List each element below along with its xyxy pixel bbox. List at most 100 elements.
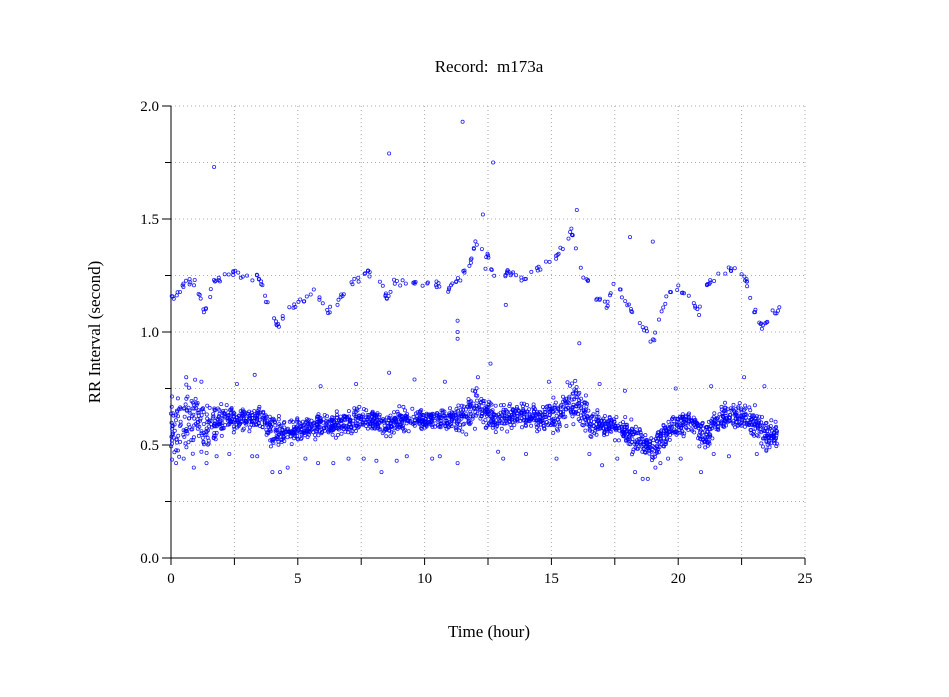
data-point xyxy=(184,382,189,387)
data-point xyxy=(588,434,593,439)
data-point xyxy=(252,372,257,377)
data-point xyxy=(474,413,479,418)
grid-lines xyxy=(171,105,806,558)
data-point xyxy=(313,437,318,442)
data-point xyxy=(254,273,259,278)
data-point xyxy=(601,418,606,423)
data-point xyxy=(464,414,469,419)
data-point xyxy=(220,416,225,421)
data-point xyxy=(637,321,642,326)
x-tick-label: 25 xyxy=(798,571,813,587)
data-point xyxy=(466,421,471,426)
data-point xyxy=(630,452,635,457)
data-point xyxy=(270,470,275,475)
data-point xyxy=(474,386,479,391)
data-point xyxy=(430,456,435,461)
data-point xyxy=(754,414,759,419)
data-point xyxy=(354,421,359,426)
data-point xyxy=(704,432,709,437)
data-point xyxy=(605,421,610,426)
data-point xyxy=(461,404,466,409)
data-point xyxy=(637,428,642,433)
data-point xyxy=(276,413,281,418)
data-point xyxy=(509,271,514,276)
data-point xyxy=(394,278,399,283)
data-point xyxy=(561,394,566,399)
data-point xyxy=(192,277,197,282)
data-point xyxy=(170,432,175,437)
data-point xyxy=(536,264,541,269)
data-point xyxy=(732,266,737,271)
data-point xyxy=(212,407,217,412)
data-point xyxy=(234,381,239,386)
data-point xyxy=(334,425,339,430)
data-point xyxy=(320,301,325,306)
data-point xyxy=(404,418,409,423)
data-point xyxy=(185,394,190,399)
data-point xyxy=(263,299,268,304)
data-point xyxy=(247,425,252,430)
data-point xyxy=(622,429,627,434)
data-point xyxy=(659,309,664,314)
data-point xyxy=(204,450,209,455)
data-point xyxy=(743,415,748,420)
data-point xyxy=(629,309,634,314)
data-point xyxy=(766,435,771,440)
data-point xyxy=(753,307,758,312)
data-point xyxy=(519,275,524,280)
data-point xyxy=(766,426,771,431)
data-point xyxy=(777,305,782,310)
data-point xyxy=(456,403,461,408)
data-point xyxy=(678,456,683,461)
data-point xyxy=(511,407,516,412)
data-point xyxy=(178,405,183,410)
data-point xyxy=(471,246,476,251)
chart-title: Record: m173a xyxy=(435,57,544,76)
data-point xyxy=(742,375,747,380)
data-point xyxy=(583,393,588,398)
data-point xyxy=(193,396,198,401)
data-point xyxy=(177,454,182,459)
data-point xyxy=(538,409,543,414)
data-point xyxy=(568,383,573,388)
data-point xyxy=(554,456,559,461)
data-point xyxy=(652,445,657,450)
data-point xyxy=(177,423,182,428)
data-point xyxy=(199,379,204,384)
data-point xyxy=(330,425,335,430)
data-point xyxy=(470,388,475,393)
data-point xyxy=(327,427,332,432)
data-point xyxy=(291,419,296,424)
data-point xyxy=(388,289,393,294)
data-point xyxy=(563,414,568,419)
data-point xyxy=(573,378,578,383)
data-point xyxy=(276,321,281,326)
data-point xyxy=(661,305,666,310)
data-point xyxy=(540,404,545,409)
data-point xyxy=(493,403,498,408)
data-point xyxy=(672,427,677,432)
data-point xyxy=(514,406,519,411)
data-point xyxy=(231,430,236,435)
data-point xyxy=(613,438,618,443)
data-point xyxy=(547,259,552,264)
data-point xyxy=(590,414,595,419)
data-point xyxy=(594,425,599,430)
data-point xyxy=(212,421,217,426)
data-point xyxy=(353,428,358,433)
data-point xyxy=(626,441,631,446)
data-point xyxy=(437,415,442,420)
data-point xyxy=(737,401,742,406)
data-point xyxy=(556,251,561,256)
data-point xyxy=(709,384,714,389)
data-point xyxy=(581,275,586,280)
data-point xyxy=(352,276,357,281)
data-point xyxy=(216,414,221,419)
data-point xyxy=(449,416,454,421)
data-point xyxy=(622,388,627,393)
data-point xyxy=(520,425,525,430)
data-point xyxy=(764,447,769,452)
data-point xyxy=(541,423,546,428)
data-point xyxy=(580,416,585,421)
data-point xyxy=(335,432,340,437)
